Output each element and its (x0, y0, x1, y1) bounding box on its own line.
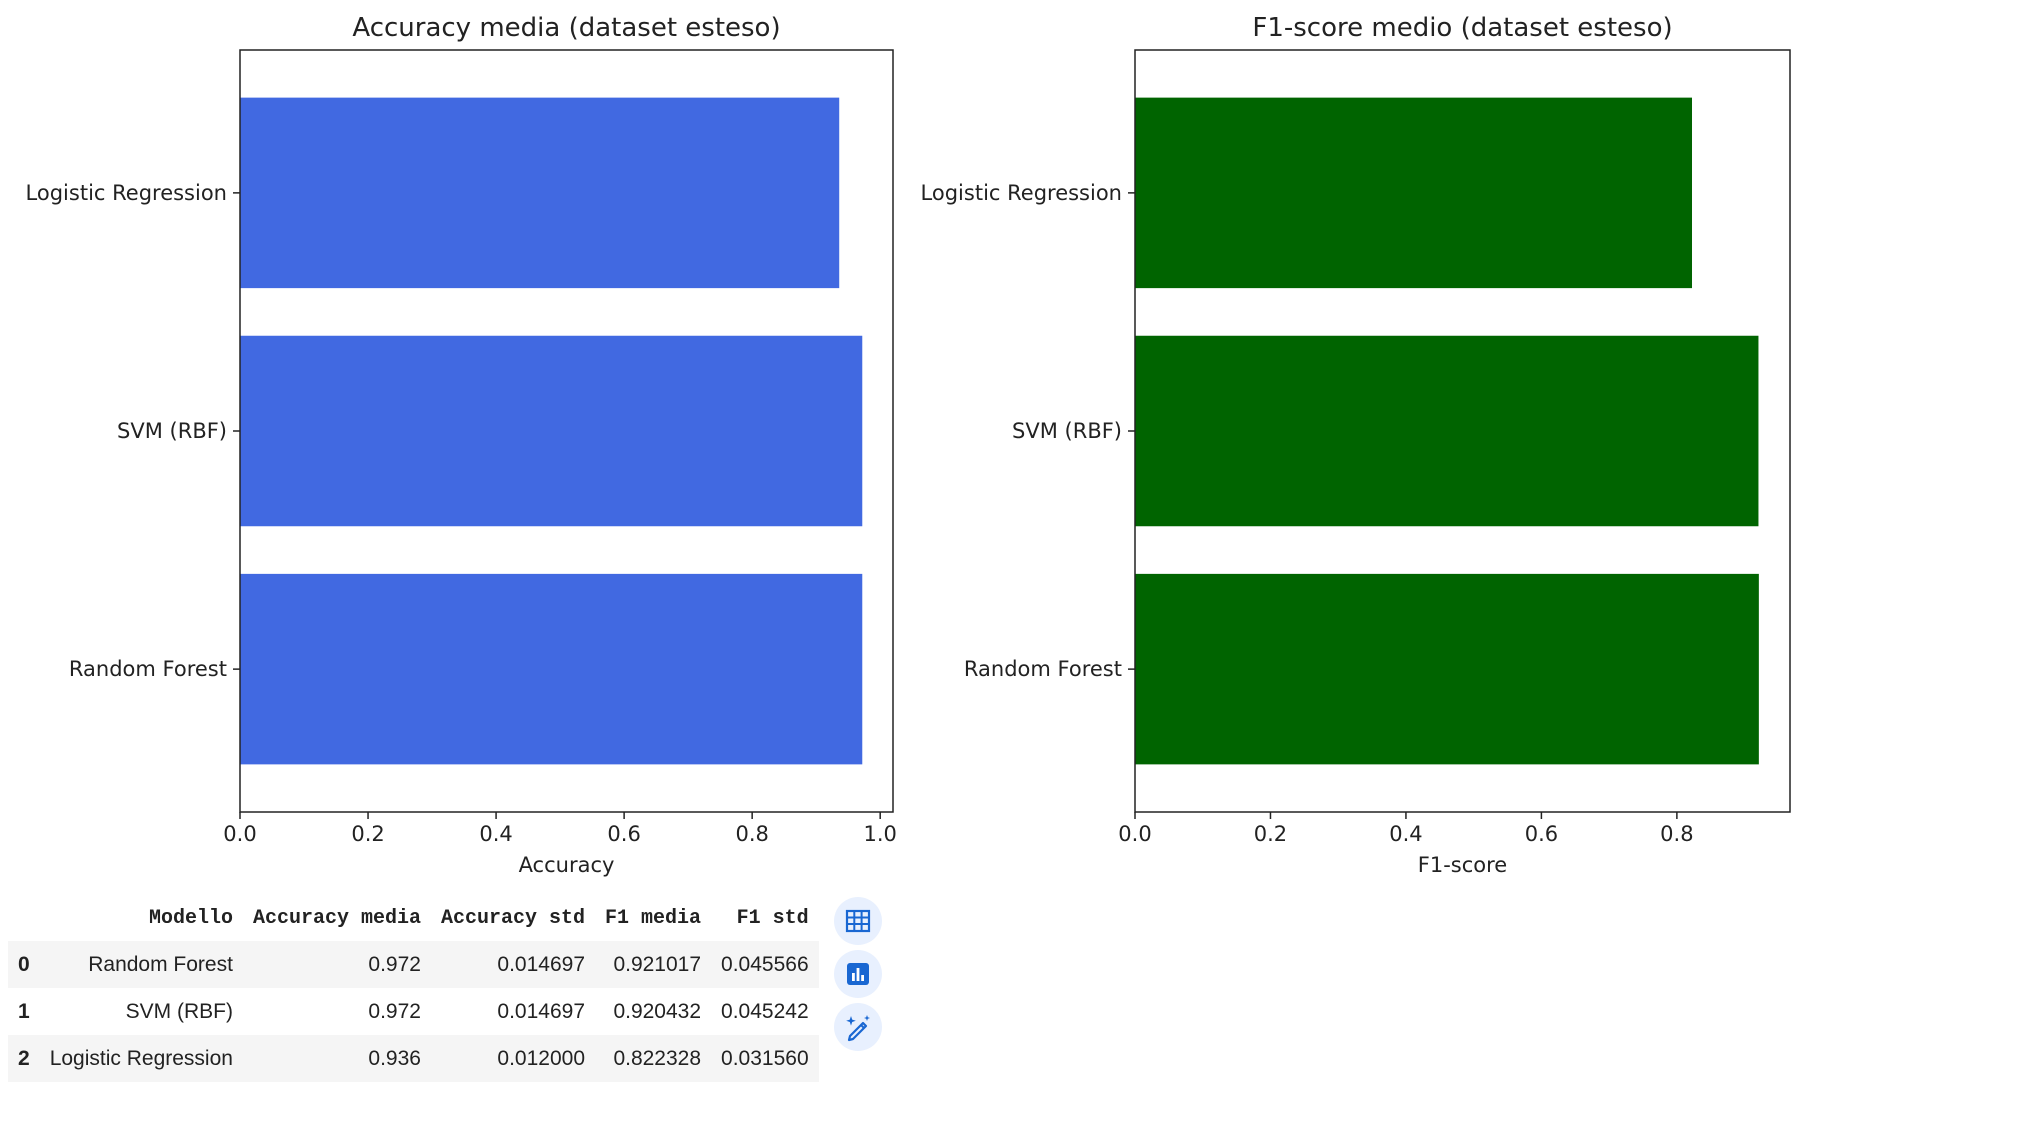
cell-f1-std: 0.045242 (721, 999, 809, 1023)
cell-accuracy-std: 0.014697 (497, 952, 586, 976)
bar (1135, 573, 1759, 765)
x-tick-label: 1.0 (863, 822, 896, 846)
x-tick-label: 0.4 (1389, 822, 1422, 846)
row-index: 0 (18, 952, 30, 976)
x-tick-label: 0.4 (479, 822, 512, 846)
x-tick-label: 0.2 (351, 822, 384, 846)
x-tick-label: 0.6 (1525, 822, 1558, 846)
charts-figure: Accuracy media (dataset esteso) Random Fo… (26, 13, 1791, 877)
header-modello: Modello (148, 906, 233, 930)
y-tick-label: Random Forest (69, 657, 227, 681)
row-index: 2 (18, 1046, 30, 1070)
header-accuracy-media: Accuracy media (252, 906, 421, 930)
cell-modello: SVM (RBF) (125, 999, 233, 1023)
x-tick-label: 0.8 (1660, 822, 1693, 846)
cell-f1-media: 0.921017 (613, 952, 702, 976)
results-table: Modello Accuracy media Accuracy std F1 m… (8, 895, 819, 1082)
cell-accuracy-media: 0.972 (368, 999, 421, 1023)
plot-frame (1134, 49, 1791, 813)
cell-accuracy-media: 0.936 (368, 1046, 421, 1070)
x-tick-label: 0.6 (607, 822, 640, 846)
header-f1-media: F1 media (605, 906, 702, 930)
cell-modello: Random Forest (88, 952, 233, 976)
suggest-charts-button[interactable] (834, 950, 882, 998)
bar (1135, 97, 1693, 289)
cell-accuracy-media: 0.972 (368, 952, 421, 976)
cell-f1-std: 0.031560 (721, 1046, 809, 1070)
generate-code-button[interactable] (834, 1003, 882, 1051)
cell-accuracy-std: 0.014697 (497, 999, 586, 1023)
x-tick-label: 0.2 (1254, 822, 1287, 846)
x-tick-label: 0.0 (223, 822, 256, 846)
table-header-row: Modello Accuracy media Accuracy std F1 m… (8, 895, 819, 941)
table-row: 1 SVM (RBF) 0.972 0.014697 0.920432 0.04… (8, 988, 819, 1035)
convert-to-table-button[interactable] (834, 897, 882, 945)
chart-icon (847, 963, 869, 985)
cell-f1-media: 0.920432 (613, 999, 702, 1023)
magic-wand-icon (846, 1015, 870, 1042)
row-index: 1 (18, 999, 30, 1023)
chart-title: F1-score medio (dataset esteso) (1252, 13, 1672, 43)
chart-title: Accuracy media (dataset esteso) (352, 13, 780, 43)
table-row: 0 Random Forest 0.972 0.014697 0.921017 … (8, 941, 819, 988)
cell-f1-media: 0.822328 (613, 1046, 702, 1070)
plot-frame (239, 49, 894, 813)
header-accuracy-std: Accuracy std (440, 906, 586, 930)
x-tick-label: 0.8 (735, 822, 768, 846)
y-tick-label: Random Forest (964, 657, 1122, 681)
bar (240, 97, 840, 289)
cell-accuracy-std: 0.012000 (497, 1046, 586, 1070)
header-f1-std: F1 std (736, 906, 809, 930)
bar (1135, 335, 1759, 527)
cell-f1-std: 0.045566 (721, 952, 809, 976)
x-axis-label: F1-score (1418, 853, 1507, 877)
bar (240, 573, 863, 765)
y-tick-label: Logistic Regression (26, 181, 227, 205)
y-tick-label: Logistic Regression (921, 181, 1122, 205)
header-index (8, 895, 40, 941)
accuracy-chart: Accuracy media (dataset esteso) Random Fo… (26, 13, 897, 877)
x-tick-label: 0.0 (1118, 822, 1151, 846)
table-row: 2 Logistic Regression 0.936 0.012000 0.8… (8, 1035, 819, 1082)
cell-modello: Logistic Regression (49, 1046, 233, 1070)
x-axis-label: Accuracy (519, 853, 615, 877)
y-tick-label: SVM (RBF) (117, 419, 227, 443)
bar (240, 335, 863, 527)
f1-chart: F1-score medio (dataset esteso) Random Fo… (921, 13, 1791, 877)
y-tick-label: SVM (RBF) (1012, 419, 1122, 443)
table-icon (845, 909, 871, 933)
